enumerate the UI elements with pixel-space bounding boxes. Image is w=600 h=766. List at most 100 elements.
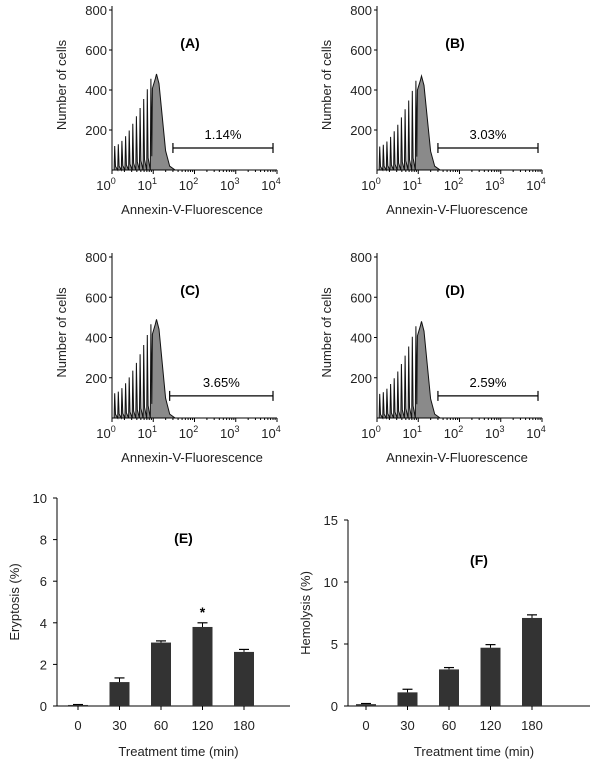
x-axis-label: Annexin-V-Fluorescence (386, 202, 528, 217)
x-tick-label: 102 (179, 176, 198, 193)
x-tick-label: 0 (74, 718, 81, 733)
x-tick-label: 104 (261, 176, 280, 193)
x-tick-label: 100 (96, 176, 115, 193)
x-tick-label: 120 (480, 718, 502, 733)
y-tick-label: 200 (350, 123, 372, 138)
y-axis-label: Number of cells (319, 39, 334, 130)
x-tick-label: 103 (220, 176, 239, 193)
x-tick-label: 100 (361, 176, 380, 193)
y-tick-label: 200 (85, 371, 107, 386)
panel-title: (A) (180, 35, 199, 51)
x-tick-label: 103 (485, 176, 504, 193)
x-tick-label: 180 (233, 718, 255, 733)
y-tick-label: 400 (85, 83, 107, 98)
y-tick-label: 400 (350, 83, 372, 98)
y-tick-label: 15 (324, 513, 338, 528)
x-tick-label: 100 (361, 424, 380, 441)
y-tick-label: 600 (350, 290, 372, 305)
y-tick-label: 200 (85, 123, 107, 138)
x-tick-label: 120 (192, 718, 214, 733)
y-tick-label: 600 (85, 290, 107, 305)
y-tick-label: 400 (350, 331, 372, 346)
x-tick-label: 103 (220, 424, 239, 441)
y-tick-label: 600 (350, 43, 372, 58)
histogram-distribution (112, 319, 177, 420)
x-tick-label: 60 (154, 718, 168, 733)
bar (522, 617, 542, 706)
x-axis-label: Treatment time (min) (414, 744, 534, 759)
y-axis-label: Number of cells (54, 287, 69, 378)
histogram-panel-2: 200 400 600 800 100 101 102 103 104 3.03% (B) Numbe… (319, 3, 546, 217)
y-tick-label: 0 (331, 699, 338, 714)
y-tick-label: 600 (85, 43, 107, 58)
panel-title: (B) (445, 35, 464, 51)
x-tick-label: 30 (112, 718, 126, 733)
x-tick-label: 100 (96, 424, 115, 441)
bar-chart-panel-6: 0 5 10 15 0 30 60 120 180 (F) Hemolysis (%) Treatme… (298, 513, 590, 759)
gate-percentage: 2.59% (470, 375, 507, 390)
bar (234, 651, 254, 706)
bar (480, 647, 501, 706)
x-tick-label: 101 (138, 176, 157, 193)
bar (397, 692, 418, 706)
x-tick-label: 30 (400, 718, 414, 733)
panel-title: (F) (470, 552, 488, 568)
y-tick-label: 800 (85, 3, 107, 18)
bar (439, 669, 459, 706)
x-axis-label: Annexin-V-Fluorescence (121, 450, 263, 465)
histogram-distribution (377, 321, 442, 420)
y-tick-label: 400 (85, 331, 107, 346)
y-tick-label: 10 (324, 575, 338, 590)
histogram-distribution (112, 73, 177, 172)
x-tick-label: 0 (362, 718, 369, 733)
x-tick-label: 102 (179, 424, 198, 441)
y-tick-label: 6 (40, 574, 47, 589)
gate-percentage: 1.14% (205, 127, 242, 142)
x-tick-label: 104 (526, 424, 545, 441)
bar (68, 704, 88, 706)
y-axis-label: Number of cells (319, 287, 334, 378)
y-tick-label: 10 (33, 491, 47, 506)
significance-asterisk: * (200, 604, 206, 620)
panel-title: (E) (174, 530, 193, 546)
x-tick-label: 104 (526, 176, 545, 193)
x-tick-label: 101 (403, 424, 422, 441)
y-tick-label: 800 (350, 250, 372, 265)
histogram-panel-1: 200 400 600 800 100 101 102 103 104 1.14% (A) Numbe… (54, 3, 281, 217)
gate-percentage: 3.03% (470, 127, 507, 142)
x-tick-label: 104 (261, 424, 280, 441)
bar (192, 626, 213, 706)
y-tick-label: 0 (40, 699, 47, 714)
histogram-distribution (377, 74, 442, 172)
x-axis-label: Treatment time (min) (118, 744, 238, 759)
panel-title: (D) (445, 282, 464, 298)
y-tick-label: 800 (85, 250, 107, 265)
histogram-panel-4: 200 400 600 800 100 101 102 103 104 2.59% (D) Numbe… (319, 250, 546, 465)
y-tick-label: 5 (331, 637, 338, 652)
y-axis-label: Hemolysis (%) (298, 571, 313, 655)
x-tick-label: 101 (403, 176, 422, 193)
y-axis-label: Number of cells (54, 39, 69, 130)
x-tick-label: 103 (485, 424, 504, 441)
x-axis-label: Annexin-V-Fluorescence (121, 202, 263, 217)
x-tick-label: 101 (138, 424, 157, 441)
bar-chart-panel-5: 0 2 4 6 8 10 0 30 60 120 180 * (E) Eryptosis (%) Treat… (7, 491, 290, 759)
x-axis-label: Annexin-V-Fluorescence (386, 450, 528, 465)
y-tick-label: 2 (40, 657, 47, 672)
y-tick-label: 200 (350, 371, 372, 386)
bar (151, 642, 171, 706)
y-tick-label: 800 (350, 3, 372, 18)
bar (356, 704, 376, 706)
y-axis-label: Eryptosis (%) (7, 563, 22, 640)
histogram-panel-3: 200 400 600 800 100 101 102 103 104 3.65% (C) Numbe… (54, 250, 281, 465)
y-tick-label: 8 (40, 533, 47, 548)
x-tick-label: 180 (521, 718, 543, 733)
x-tick-label: 102 (444, 424, 463, 441)
y-tick-label: 4 (40, 616, 47, 631)
x-tick-label: 60 (442, 718, 456, 733)
gate-percentage: 3.65% (203, 375, 240, 390)
panel-title: (C) (180, 282, 199, 298)
x-tick-label: 102 (444, 176, 463, 193)
bar (109, 682, 130, 706)
